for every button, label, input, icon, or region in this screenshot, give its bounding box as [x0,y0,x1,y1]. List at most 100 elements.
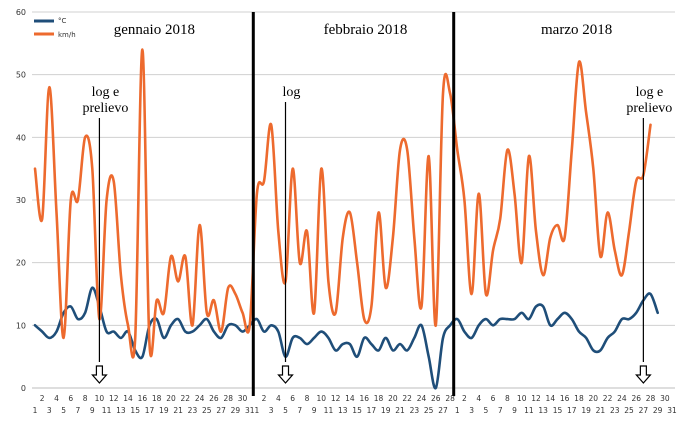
x-tick-label: 19 [159,406,169,415]
x-tick-label: 8 [505,394,510,403]
x-tick-label: 15 [352,406,362,415]
x-tick-label: 29 [653,406,663,415]
x-tick-label: 17 [145,406,155,415]
x-tick-label: 20 [388,394,398,403]
x-tick-label: 27 [216,406,226,415]
x-tick-label: 15 [553,406,563,415]
x-tick-label: 3 [469,406,474,415]
x-tick-label: 21 [596,406,606,415]
legend-temp-label: °C [58,17,67,25]
x-tick-label: 26 [209,394,219,403]
legend-wind-label: km/h [58,31,76,39]
y-tick-label-60: 60 [16,8,26,17]
x-tick-label: 23 [610,406,620,415]
x-tick-label: 18 [574,394,584,403]
x-tick-label: 10 [317,394,327,403]
x-tick-label: 22 [603,394,613,403]
x-tick-label: 21 [173,406,183,415]
x-tick-label: 26 [631,394,641,403]
x-tick-label: 4 [54,394,59,403]
annotation-label: log e prelievo [82,85,128,116]
x-tick-label: 18 [152,394,162,403]
x-tick-label: 18 [374,394,384,403]
x-tick-label: 30 [238,394,248,403]
annotation-label: log e prelievo [626,85,672,116]
x-tick-label: 6 [491,394,496,403]
y-tick-label-10: 10 [16,321,26,330]
down-arrow-icon [91,365,108,384]
x-tick-label: 27 [438,406,448,415]
x-tick-label: 4 [476,394,481,403]
x-tick-label: 9 [512,406,517,415]
month-label: marzo 2018 [541,22,612,38]
x-tick-label: 23 [188,406,198,415]
x-tick-label: 12 [331,394,341,403]
x-tick-label: 10 [95,394,105,403]
x-tick-label: 6 [68,394,73,403]
x-tick-label: 19 [581,406,591,415]
x-tick-label: 26 [431,394,441,403]
x-tick-label: 16 [138,394,148,403]
x-tick-label: 31 [245,406,255,415]
y-tick-label-30: 30 [16,196,26,205]
x-tick-label: 11 [102,406,112,415]
legend: °C km/h [34,17,76,39]
x-tick-label: 8 [305,394,310,403]
annotation-label-line: log e [92,85,120,100]
x-tick-label: 16 [359,394,369,403]
x-tick-label: 28 [223,394,233,403]
x-tick-label: 10 [517,394,527,403]
x-tick-label: 25 [624,406,634,415]
x-tick-label: 1 [33,406,38,415]
x-tick-label: 21 [395,406,405,415]
x-tick-label: 24 [417,394,427,403]
x-tick-label: 7 [297,406,302,415]
x-tick-label: 14 [546,394,556,403]
x-tick-label: 22 [402,394,412,403]
series-lines [33,48,659,390]
annotation-label-line: log [283,85,301,100]
x-tick-label: 3 [269,406,274,415]
x-tick-label: 7 [498,406,503,415]
month-label: febbraio 2018 [324,22,408,38]
annotation-label: log [283,85,301,100]
x-tick-label: 4 [276,394,281,403]
x-tick-label: 23 [410,406,420,415]
x-tick-label: 14 [345,394,355,403]
annotation-label-line: prelievo [626,101,672,116]
x-tick-label: 2 [262,394,267,403]
x-tick-label: 17 [367,406,377,415]
x-tick-label: 3 [47,406,52,415]
x-tick-label: 22 [181,394,191,403]
x-tick-label: 5 [283,406,288,415]
x-tick-label: 16 [560,394,570,403]
x-tick-label: 11 [324,406,334,415]
series-line-wind [33,48,652,359]
x-tick-label: 8 [83,394,88,403]
x-tick-label: 25 [424,406,434,415]
x-axis-ticks: 1234567891011121314151617181920212223242… [33,394,677,415]
x-tick-label: 5 [484,406,489,415]
x-tick-label: 2 [40,394,45,403]
y-tick-label-40: 40 [16,133,26,142]
annotation-label-line: log e [636,85,664,100]
month-labels: gennaio 2018 febbraio 2018 marzo 2018 [114,22,613,38]
x-tick-label: 14 [123,394,133,403]
x-tick-label: 24 [617,394,627,403]
x-tick-label: 15 [130,406,140,415]
x-tick-label: 2 [462,394,467,403]
x-tick-label: 9 [312,406,317,415]
x-tick-label: 12 [109,394,119,403]
x-tick-label: 1 [254,406,259,415]
x-tick-label: 25 [202,406,212,415]
x-tick-label: 20 [588,394,598,403]
x-tick-label: 30 [660,394,670,403]
x-tick-label: 11 [524,406,534,415]
month-dividers [251,12,456,396]
x-tick-label: 13 [338,406,348,415]
y-tick-label-0: 0 [21,384,26,393]
x-tick-label: 1 [455,406,460,415]
